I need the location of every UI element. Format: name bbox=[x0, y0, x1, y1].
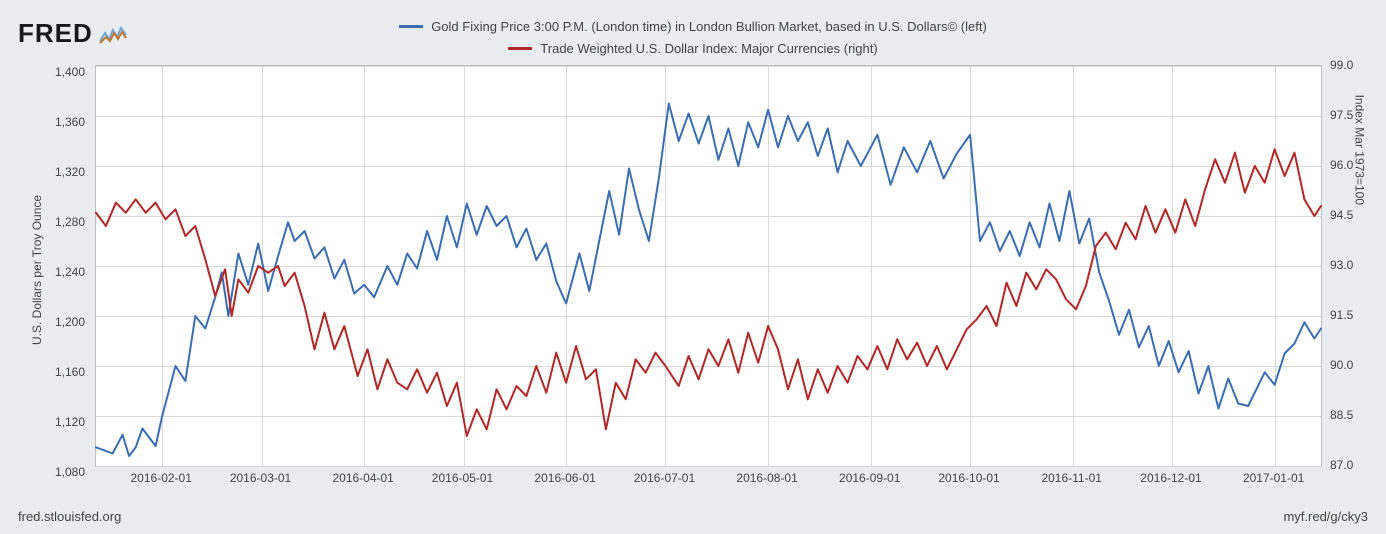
x-tick-label: 2016-04-01 bbox=[332, 471, 393, 485]
y-right-tick-label: 97.5 bbox=[1330, 108, 1353, 122]
legend-item-dollar-index[interactable]: Trade Weighted U.S. Dollar Index: Major … bbox=[508, 39, 877, 59]
legend-label-gold: Gold Fixing Price 3:00 P.M. (London time… bbox=[431, 17, 987, 37]
y-right-tick-label: 94.5 bbox=[1330, 208, 1353, 222]
x-tick-label: 2016-05-01 bbox=[432, 471, 493, 485]
x-tick-label: 2016-08-01 bbox=[736, 471, 797, 485]
x-tick-label: 2016-02-01 bbox=[131, 471, 192, 485]
y-right-tick-label: 99.0 bbox=[1330, 58, 1353, 72]
legend-swatch-gold bbox=[399, 25, 423, 28]
x-tick-label: 2016-12-01 bbox=[1140, 471, 1201, 485]
y-right-tick-label: 96.0 bbox=[1330, 158, 1353, 172]
grid-line-horizontal bbox=[96, 466, 1321, 467]
y-right-tick-label: 93.0 bbox=[1330, 258, 1353, 272]
legend-label-dollar-index: Trade Weighted U.S. Dollar Index: Major … bbox=[540, 39, 877, 59]
x-tick-label: 2016-06-01 bbox=[534, 471, 595, 485]
chart-frame: FRED Gold Fixing Price 3:00 P.M. (London… bbox=[0, 0, 1386, 534]
short-url[interactable]: myf.red/g/cky3 bbox=[1283, 509, 1368, 524]
x-tick-label: 2016-10-01 bbox=[938, 471, 999, 485]
series-dollar-index-line bbox=[96, 66, 1321, 466]
legend-swatch-dollar-index bbox=[508, 47, 532, 50]
y-right-tick-label: 87.0 bbox=[1330, 458, 1353, 472]
y-right-tick-label: 88.5 bbox=[1330, 408, 1353, 422]
x-tick-label: 2016-09-01 bbox=[839, 471, 900, 485]
y-right-axis-label: Index Mar 1973=100 bbox=[1352, 95, 1366, 205]
legend-item-gold[interactable]: Gold Fixing Price 3:00 P.M. (London time… bbox=[399, 17, 987, 37]
x-tick-label: 2016-03-01 bbox=[230, 471, 291, 485]
chart-legend: Gold Fixing Price 3:00 P.M. (London time… bbox=[0, 14, 1386, 59]
y-left-axis-label: U.S. Dollars per Troy Ounce bbox=[30, 195, 44, 345]
y-right-tick-label: 91.5 bbox=[1330, 308, 1353, 322]
x-tick-label: 2017-01-01 bbox=[1243, 471, 1304, 485]
plot-area[interactable] bbox=[95, 65, 1322, 467]
source-link[interactable]: fred.stlouisfed.org bbox=[18, 509, 121, 524]
x-tick-label: 2016-11-01 bbox=[1041, 471, 1102, 485]
y-right-tick-label: 90.0 bbox=[1330, 358, 1353, 372]
x-tick-label: 2016-07-01 bbox=[634, 471, 695, 485]
